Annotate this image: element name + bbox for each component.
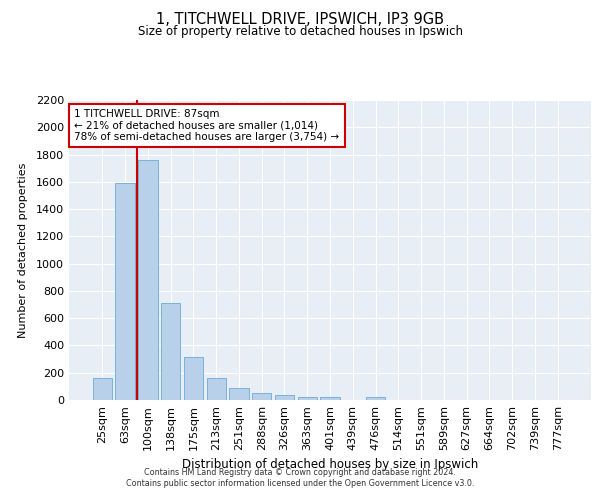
Bar [161, 303, 181, 400]
Bar [298, 396, 317, 400]
Text: Size of property relative to detached houses in Ipswich: Size of property relative to detached ho… [137, 25, 463, 38]
Bar [275, 395, 294, 400]
Text: Contains HM Land Registry data © Crown copyright and database right 2024.
Contai: Contains HM Land Registry data © Crown c… [126, 468, 474, 487]
Bar [184, 357, 203, 400]
Bar [206, 378, 226, 400]
Y-axis label: Number of detached properties: Number of detached properties [17, 162, 28, 338]
Bar [320, 398, 340, 400]
Bar [115, 183, 135, 400]
Bar [93, 378, 112, 400]
Bar [229, 388, 248, 400]
X-axis label: Distribution of detached houses by size in Ipswich: Distribution of detached houses by size … [182, 458, 478, 471]
Text: 1, TITCHWELL DRIVE, IPSWICH, IP3 9GB: 1, TITCHWELL DRIVE, IPSWICH, IP3 9GB [156, 12, 444, 28]
Bar [138, 160, 158, 400]
Bar [366, 398, 385, 400]
Text: 1 TITCHWELL DRIVE: 87sqm
← 21% of detached houses are smaller (1,014)
78% of sem: 1 TITCHWELL DRIVE: 87sqm ← 21% of detach… [74, 109, 340, 142]
Bar [252, 392, 271, 400]
